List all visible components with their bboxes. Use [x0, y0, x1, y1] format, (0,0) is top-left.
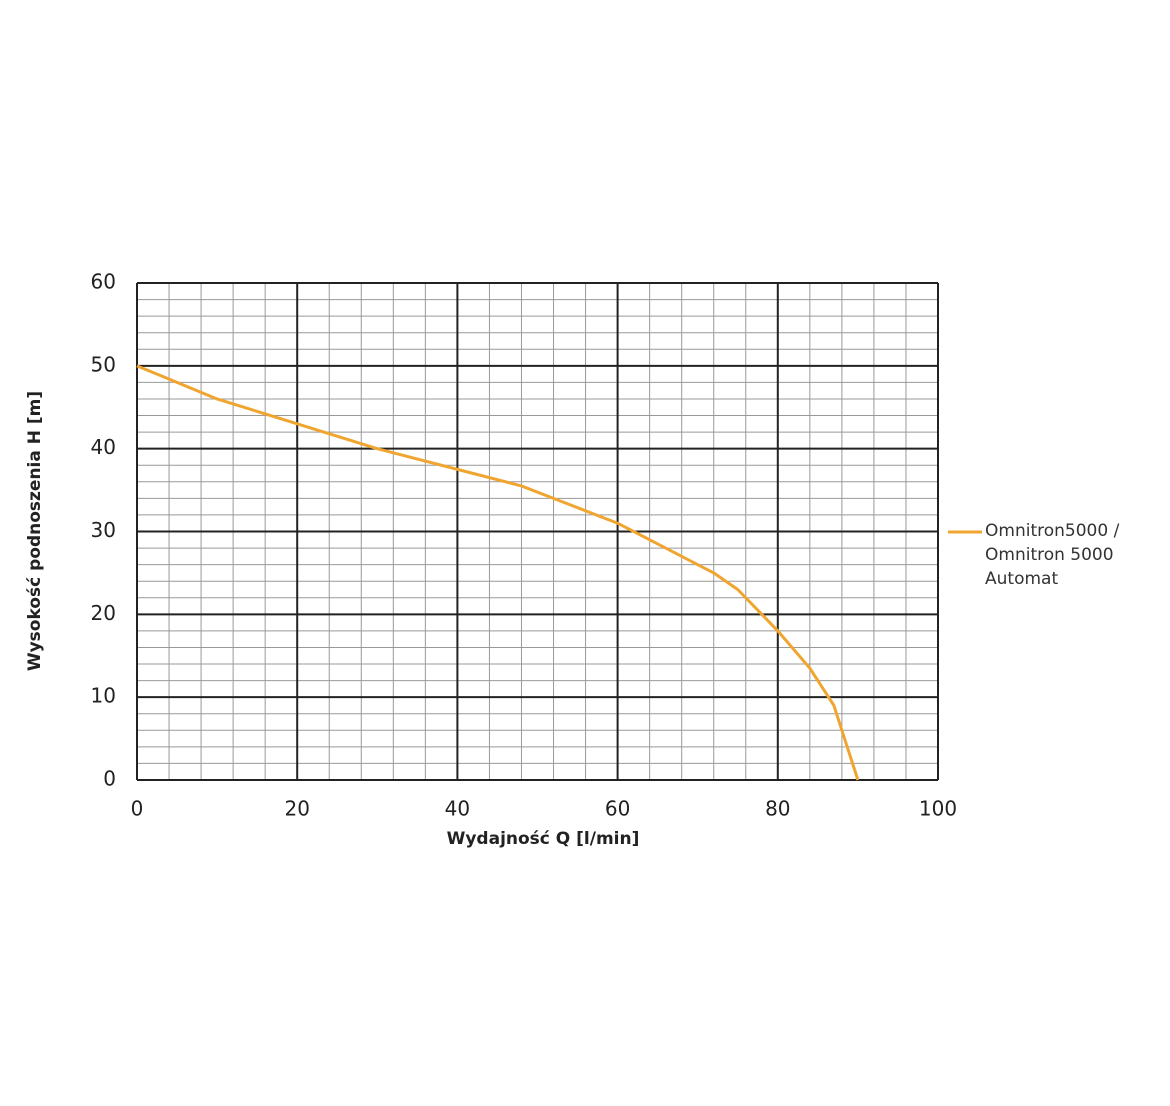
- x-tick-label: 40: [445, 797, 470, 821]
- y-tick-label: 40: [91, 435, 116, 459]
- legend-label: Omnitron5000 / Omnitron 5000 Automat: [985, 521, 1120, 589]
- x-tick-label: 0: [131, 797, 144, 821]
- x-tick-label: 20: [284, 797, 309, 821]
- y-tick-label: 10: [91, 684, 116, 708]
- y-tick-label: 60: [91, 270, 116, 294]
- x-tick-label: 100: [919, 797, 957, 821]
- y-tick-label: 50: [91, 352, 116, 376]
- x-tick-label: 60: [605, 797, 630, 821]
- y-tick-label: 30: [91, 518, 116, 542]
- x-tick-label: 80: [765, 797, 790, 821]
- y-axis-title: Wysokość podnoszenia H [m]: [25, 391, 45, 671]
- x-axis-title: Wydajność Q [l/min]: [447, 829, 640, 849]
- data-line: [136, 364, 860, 781]
- y-tick-label: 20: [91, 601, 116, 625]
- y-tick-label: 0: [103, 767, 116, 791]
